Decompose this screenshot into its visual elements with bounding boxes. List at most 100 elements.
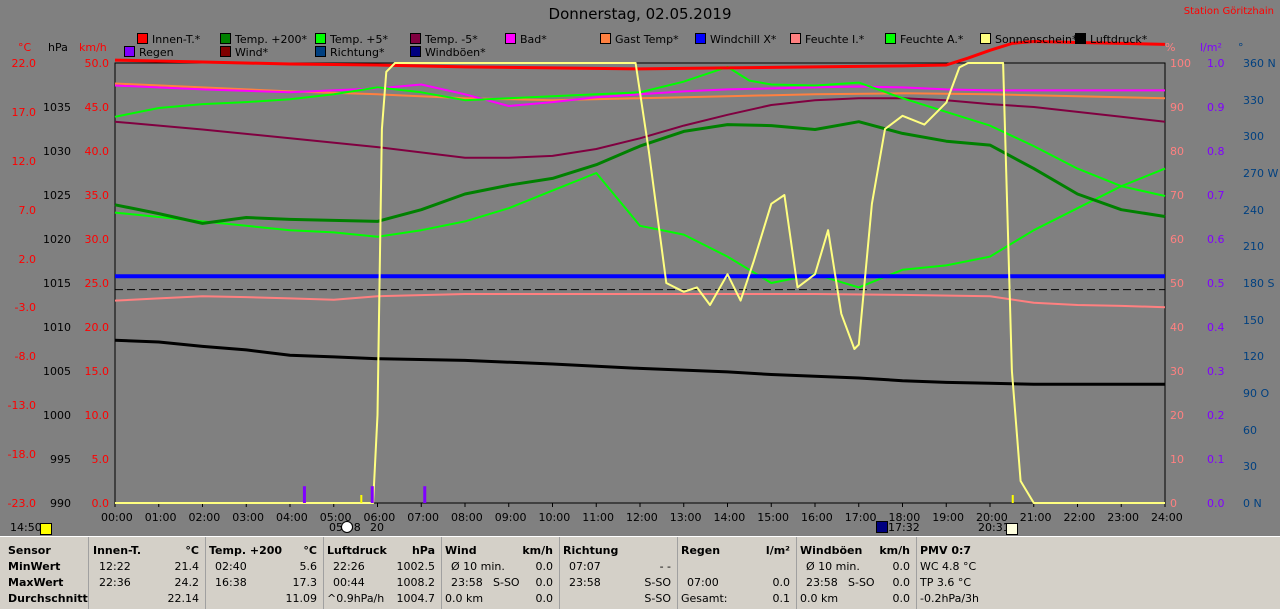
- sunset-icon: [1006, 523, 1018, 535]
- footer-avg-value: 0.0: [892, 592, 911, 605]
- rain-unit-label: l/m²: [1200, 41, 1222, 54]
- footer-min-value: 0.0: [892, 560, 911, 573]
- footer-avg-value: 1004.7: [396, 592, 436, 605]
- footer-column: Temp. +200 °C 02:40 5.6 16:38 17.3 11.09: [205, 537, 324, 609]
- regen-bar: [370, 486, 374, 503]
- legend-label: Temp. +5*: [330, 33, 389, 46]
- time-tick-label: 18:00: [888, 511, 921, 524]
- chart-plot: [114, 40, 1166, 507]
- direction-tick-label: 330: [1243, 93, 1264, 107]
- humidity-tick-label: 40: [1170, 321, 1184, 334]
- pressure-unit-label: hPa: [48, 41, 68, 54]
- legend-label: Feuchte I.*: [805, 33, 865, 46]
- footer-min-value: 0.0: [535, 560, 554, 573]
- minwert-label: MinWert: [8, 560, 61, 573]
- time-tick-label: 10:00: [538, 511, 571, 524]
- footer-max-value: 0.0: [535, 576, 554, 589]
- legend-item: Luftdruck*: [1075, 33, 1147, 45]
- legend-swatch: [220, 46, 231, 57]
- footer-max-time: 23:58: [451, 576, 483, 589]
- temp-tick-label: -8.0: [14, 350, 36, 364]
- direction-tick-label: 300: [1243, 130, 1264, 144]
- rain-tick-label: 0.3: [1207, 365, 1225, 378]
- sunset-time: 20:31: [978, 521, 1010, 534]
- humidity-unit-label: %: [1165, 41, 1176, 54]
- humidity-tick-label: 10: [1170, 453, 1184, 466]
- wind-tick-label: 45.0: [84, 101, 110, 114]
- temp-5-line: [114, 97, 1166, 159]
- footer-max-time: 23:58: [569, 576, 601, 589]
- footer-col-title: Regen: [681, 544, 721, 557]
- legend-label: Richtung*: [330, 46, 385, 59]
- temp-tick-label: -13.0: [7, 399, 36, 413]
- footer-min-value: 1002.5: [396, 560, 436, 573]
- time-tick-label: 09:00: [494, 511, 527, 524]
- temp-tick-label: 12.0: [11, 154, 37, 168]
- sunrise-icon: [341, 521, 353, 533]
- legend-swatch: [695, 33, 706, 44]
- temp-tick-label: 17.0: [11, 105, 37, 119]
- time-tick-label: 00:00: [101, 511, 133, 524]
- time-tick-label: 23:00: [1107, 511, 1139, 524]
- legend-item: Windchill X*: [695, 33, 776, 45]
- temp-5-line: [114, 65, 1166, 197]
- rain-tick-label: 0.2: [1207, 409, 1225, 422]
- footer-min-time: Ø 10 min.: [806, 560, 860, 573]
- footer-max-time: 07:00: [687, 576, 719, 589]
- durchschnitt-label: Durchschnitt: [8, 592, 88, 605]
- feuchte-a-line: [114, 167, 1166, 289]
- time-tick-label: 13:00: [669, 511, 702, 524]
- footer-column: Windböen km/h Ø 10 min. 0.0 23:58 S-SO 0.0 0.0 …: [796, 537, 917, 609]
- legend-swatch: [410, 33, 421, 44]
- pressure-tick-label: 1000: [43, 409, 71, 422]
- chart-title: Donnerstag, 02.05.2019: [548, 5, 732, 23]
- footer-min-time: 07:07: [569, 560, 601, 573]
- footer-col-unit: km/h: [522, 544, 553, 557]
- legend-label: Luftdruck*: [1090, 33, 1148, 46]
- legend-label: Feuchte A.*: [900, 33, 964, 46]
- footer-avg-label: 0.0 km: [800, 592, 839, 605]
- footer-col-unit: km/h: [879, 544, 910, 557]
- footer-avg-value: 11.09: [285, 592, 318, 605]
- sun-icon: [40, 523, 52, 535]
- footer-min-value: 21.4: [174, 560, 200, 573]
- plot-frame: [114, 62, 1166, 504]
- pmv-trend: -0.2hPa/3h: [920, 592, 979, 605]
- time-tick-label: 24:00: [1151, 511, 1183, 524]
- time-tick-label: 22:00: [1063, 511, 1096, 524]
- direction-tick-label: 60: [1243, 423, 1257, 437]
- sunset-shown: 17:32: [888, 521, 920, 534]
- footer-col-title: Luftdruck: [327, 544, 387, 557]
- moon-icon: [876, 521, 888, 533]
- rain-tick-label: 0.1: [1207, 453, 1225, 466]
- footer-min-time: 02:40: [215, 560, 247, 573]
- legend-item: Windböen*: [410, 46, 486, 58]
- legend-item: Temp. +5*: [315, 33, 388, 45]
- footer-max-time: 22:36: [99, 576, 131, 589]
- direction-tick-label: 120: [1243, 350, 1264, 364]
- legend-swatch: [980, 33, 991, 44]
- direction-tick-label: 240: [1243, 203, 1264, 217]
- direction-tick-label: 210: [1243, 240, 1264, 254]
- footer-max-value: 1008.2: [396, 576, 436, 589]
- wind-tick-label: 50.0: [84, 57, 110, 70]
- footer-min-value: 5.6: [299, 560, 318, 573]
- wind-tick-label: 30.0: [84, 233, 110, 246]
- legend-label: Temp. -5*: [425, 33, 478, 46]
- legend-swatch: [315, 33, 326, 44]
- legend-item: Temp. +200*: [220, 33, 307, 45]
- footer-min-time: Ø 10 min.: [451, 560, 505, 573]
- legend-item: Richtung*: [315, 46, 384, 58]
- wind-unit-label: km/h: [79, 41, 107, 54]
- footer-column: Wind km/h Ø 10 min. 0.0 23:58 S-SO 0.0 0.0 km 0.…: [441, 537, 560, 609]
- legend-item: Wind*: [220, 46, 268, 58]
- time-tick-label: 17:00: [844, 511, 877, 524]
- wind-tick-label: 40.0: [84, 145, 110, 158]
- humidity-tick-label: 80: [1170, 145, 1184, 158]
- current-time: 14:50: [10, 521, 42, 534]
- pmv-title: PMV 0:7: [920, 544, 972, 557]
- wind-tick-label: 5.0: [91, 453, 110, 466]
- time-tick-label: 01:00: [144, 511, 177, 524]
- footer-min-time: 12:22: [99, 560, 131, 573]
- direction-tick-label: 0 N: [1243, 497, 1262, 510]
